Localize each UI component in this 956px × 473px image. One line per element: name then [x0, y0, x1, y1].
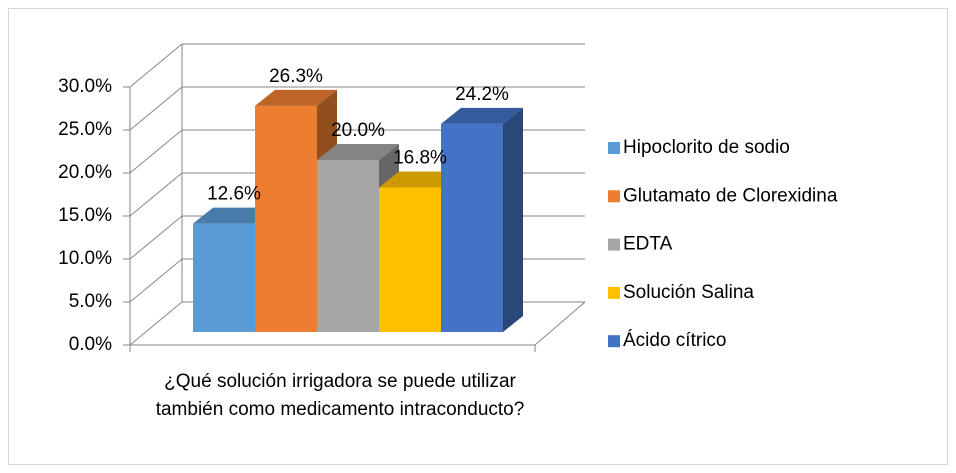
- bar-top: [441, 107, 523, 124]
- y-tick-label: 5.0%: [69, 291, 112, 312]
- legend-swatch: [608, 335, 620, 348]
- legend-label: EDTA: [623, 234, 673, 255]
- bar-front: [441, 123, 503, 332]
- bar-front: [193, 223, 255, 332]
- bar-top: [379, 171, 461, 188]
- bar-top: [193, 207, 275, 224]
- data-label: 12.6%: [207, 184, 261, 205]
- data-label: 16.8%: [393, 148, 447, 169]
- y-tick-label: 25.0%: [58, 119, 112, 140]
- bar-side: [503, 107, 523, 332]
- legend-swatch: [608, 190, 620, 203]
- data-label: 24.2%: [455, 84, 509, 105]
- data-label: 26.3%: [269, 66, 323, 87]
- legend-label: Ácido cítrico: [623, 330, 726, 351]
- data-label: 20.0%: [331, 120, 385, 141]
- bar-top: [255, 89, 337, 106]
- legend-swatch: [608, 238, 620, 251]
- y-tick-label: 10.0%: [58, 248, 112, 269]
- bar-top: [317, 144, 399, 160]
- legend-label: Solución Salina: [623, 282, 754, 303]
- legend-label: Hipoclorito de sodio: [623, 137, 790, 158]
- bar-front: [379, 187, 441, 332]
- legend-swatch: [608, 142, 620, 154]
- bar-front: [255, 105, 317, 332]
- bar-front: [317, 160, 379, 332]
- y-tick-label: 30.0%: [58, 76, 112, 97]
- y-tick-label: 0.0%: [69, 334, 112, 355]
- y-tick-label: 15.0%: [58, 205, 112, 226]
- y-tick-label: 20.0%: [58, 162, 112, 183]
- legend-label: Glutamato de Clorexidina: [623, 185, 838, 206]
- x-axis-category: ¿Qué solución irrigadora se puede utiliz…: [155, 371, 525, 420]
- legend-swatch: [608, 286, 620, 299]
